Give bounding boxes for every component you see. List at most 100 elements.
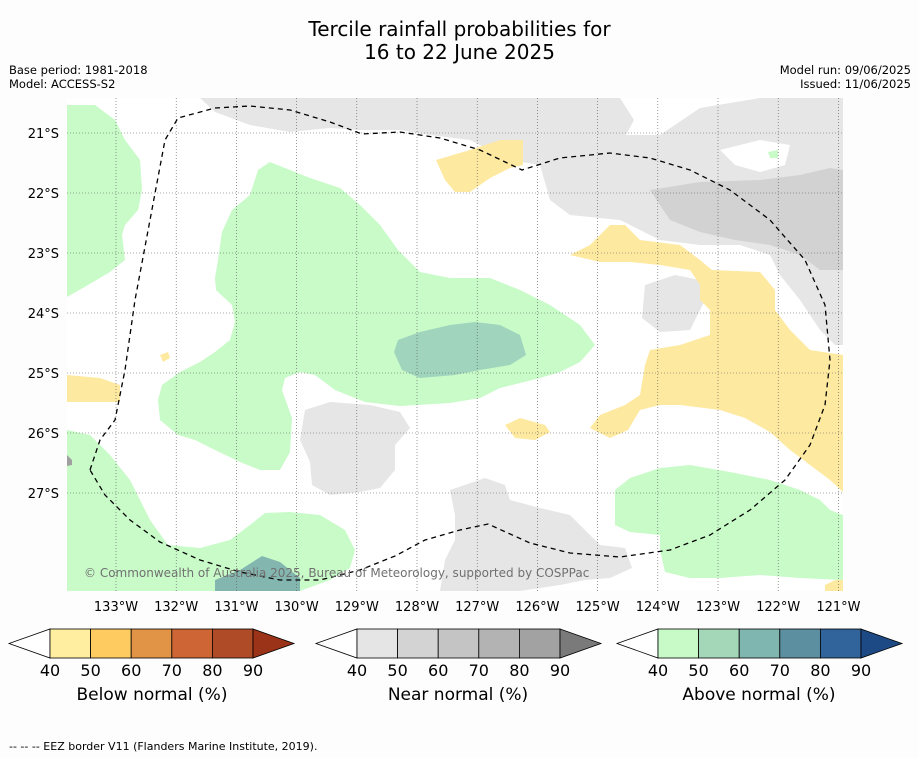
legend-tick: 80 — [202, 661, 222, 680]
above-normal-region-south-east — [615, 465, 843, 580]
lon-label: 130°W — [275, 600, 319, 615]
latitude-labels: 21°S 22°S 23°S 24°S 25°S 26°S 27°S — [28, 127, 59, 502]
legend-tick: 50 — [80, 661, 100, 680]
legend-tick: 70 — [162, 661, 182, 680]
legend-tick: 60 — [729, 661, 749, 680]
lat-label: 22°S — [28, 187, 59, 202]
legend-tick: 80 — [509, 661, 529, 680]
legend-bin — [437, 628, 480, 659]
base-period: Base period: 1981-2018 — [9, 63, 148, 77]
lon-label: 133°W — [94, 600, 138, 615]
lat-label: 21°S — [28, 127, 59, 142]
probability-shading — [67, 98, 843, 591]
title-line-2: 16 to 22 June 2025 — [364, 40, 555, 64]
near-normal-region-south-west — [300, 402, 410, 495]
near-normal-edge-patch — [67, 455, 72, 466]
legend-tick: 70 — [770, 661, 790, 680]
map-plot-area[interactable]: © Commonwealth of Australia 2025, Bureau… — [28, 98, 861, 615]
below-normal-region-west — [67, 375, 120, 402]
legend-bin — [779, 628, 821, 659]
below-normal-region-east — [570, 225, 843, 492]
near-normal-region-inner — [720, 140, 790, 172]
model-info: Base period: 1981-2018 Model: ACCESS-S2 — [9, 63, 148, 91]
legend-bin — [211, 628, 254, 659]
legend-above: 40 50 60 70 80 90 — [615, 628, 904, 680]
legend-bin — [478, 628, 520, 659]
lon-label: 131°W — [214, 600, 258, 615]
title-line-1: Tercile rainfall probabilities for — [308, 17, 611, 41]
legend-tick: 40 — [648, 661, 668, 680]
legend-arrow-high — [252, 628, 296, 659]
below-normal-region-north — [436, 140, 523, 192]
issued-date: Issued: 11/06/2025 — [800, 77, 911, 91]
legend-below: 40 50 60 70 80 90 — [7, 628, 296, 680]
lon-label: 125°W — [576, 600, 620, 615]
below-normal-region-corner — [825, 580, 843, 591]
legend-bin — [657, 628, 699, 659]
map-figure: © Commonwealth of Australia 2025, Bureau… — [7, 98, 904, 680]
lat-label: 27°S — [28, 487, 59, 502]
legend-bin — [356, 628, 398, 659]
lon-label: 123°W — [696, 600, 740, 615]
eez-border — [89, 105, 831, 581]
legend-tick: 40 — [347, 661, 367, 680]
copyright-notice: © Commonwealth of Australia 2025, Bureau… — [84, 566, 589, 580]
legend-bin — [171, 628, 213, 659]
near-normal-region-north — [200, 98, 843, 345]
legend-arrow-low — [615, 628, 659, 659]
graticule — [67, 98, 843, 591]
above-normal-region-tiny — [768, 150, 778, 158]
legend-tick: 90 — [851, 661, 871, 680]
legend-bin — [820, 628, 862, 659]
legend-arrow-low — [314, 628, 358, 659]
legend-bin — [698, 628, 740, 659]
legend-bin — [397, 628, 439, 659]
lon-label: 121°W — [816, 600, 860, 615]
legend-title-above: Above normal (%) — [682, 685, 836, 705]
legend-bin — [130, 628, 173, 659]
eez-footnote: -- -- -- EEZ border V11 (Flanders Marine… — [9, 740, 318, 753]
lon-label: 126°W — [515, 600, 559, 615]
colour-legends: 40 50 60 70 80 90 40 50 60 70 80 90 40 50 60 70 80 90 — [7, 628, 904, 680]
lat-label: 26°S — [28, 427, 59, 442]
lat-label: 23°S — [28, 247, 59, 262]
model-name: Model: ACCESS-S2 — [9, 77, 116, 91]
legend-title-near: Near normal (%) — [387, 685, 529, 705]
legend-arrow-high — [559, 628, 603, 659]
legend-arrow-low — [7, 628, 51, 659]
legend-bin — [519, 628, 561, 659]
lat-label: 25°S — [28, 367, 59, 382]
legend-arrow-high — [860, 628, 904, 659]
legend-bin — [90, 628, 132, 659]
above-normal-50-region — [394, 322, 526, 378]
below-normal-region-dot — [160, 352, 170, 362]
below-normal-region-small — [505, 418, 550, 440]
lat-label: 24°S — [28, 307, 59, 322]
lon-label: 128°W — [395, 600, 439, 615]
legend-tick: 60 — [428, 661, 448, 680]
legend-title-below: Below normal (%) — [76, 685, 228, 705]
above-normal-60-region — [215, 556, 300, 591]
near-normal-region-south — [440, 478, 632, 591]
lon-label: 122°W — [756, 600, 800, 615]
above-normal-region-central — [158, 162, 595, 470]
longitude-labels: 133°W 132°W 131°W 130°W 129°W 128°W 127°W 126°W… — [94, 600, 861, 615]
above-normal-region-west — [67, 105, 142, 297]
lon-label: 132°W — [154, 600, 198, 615]
legend-bin — [738, 628, 781, 659]
lon-label: 129°W — [335, 600, 379, 615]
legend-tick: 50 — [688, 661, 708, 680]
map-title: Tercile rainfall probabilities for 16 to… — [0, 18, 919, 64]
legend-tick: 50 — [387, 661, 407, 680]
near-normal-50-region — [650, 168, 843, 270]
legend-tick: 70 — [469, 661, 489, 680]
lon-label: 124°W — [636, 600, 680, 615]
legend-near: 40 50 60 70 80 90 — [314, 628, 603, 680]
above-normal-region-south-west — [67, 430, 355, 591]
model-run: Model run: 09/06/2025 — [779, 63, 911, 77]
legend-tick: 90 — [243, 661, 263, 680]
legend-tick: 90 — [550, 661, 570, 680]
run-info: Model run: 09/06/2025 Issued: 11/06/2025 — [780, 63, 911, 91]
legend-tick: 40 — [40, 661, 60, 680]
legend-tick: 80 — [810, 661, 830, 680]
